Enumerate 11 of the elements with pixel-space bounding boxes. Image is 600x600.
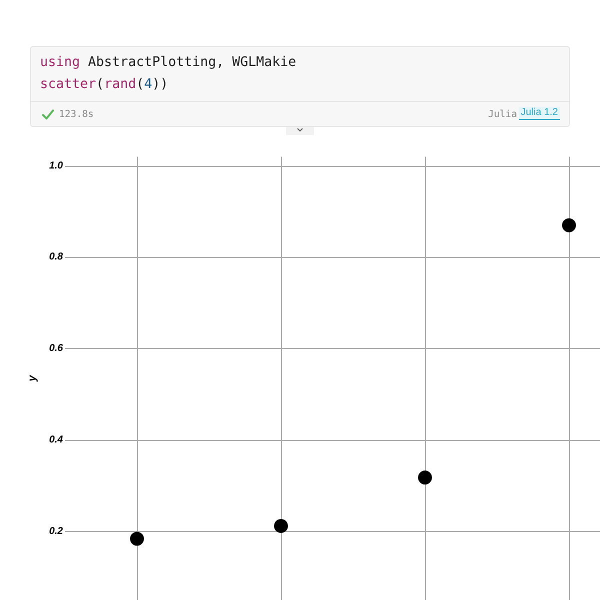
code-cell: using AbstractPlotting, WGLMakie scatter(rand(4)) 123.8s Julia Julia 1.2 bbox=[30, 46, 570, 127]
y-tick-label: 0.4 bbox=[49, 434, 64, 446]
y-axis-title: y bbox=[26, 374, 39, 382]
y-tick-label: 0.6 bbox=[49, 343, 64, 354]
point bbox=[130, 532, 144, 546]
y-tick-label: 1.0 bbox=[49, 160, 64, 172]
point bbox=[274, 518, 288, 533]
y-tick-label: 0.2 bbox=[49, 526, 64, 537]
point bbox=[562, 218, 576, 232]
y-tick-label: 0.8 bbox=[49, 252, 64, 263]
point bbox=[418, 470, 432, 485]
